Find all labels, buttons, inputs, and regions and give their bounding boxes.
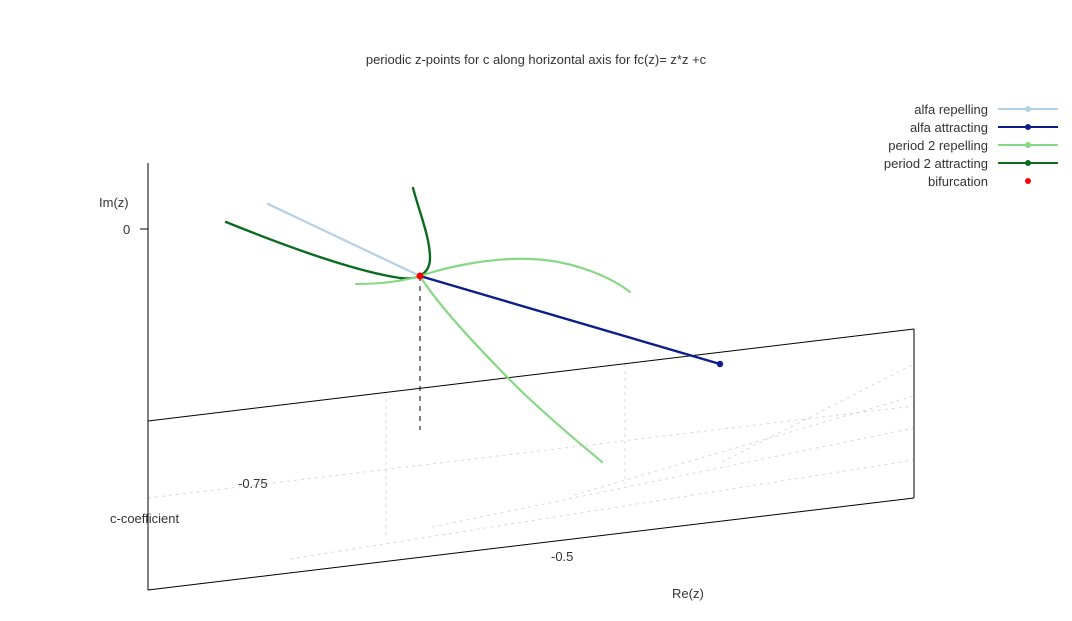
tick-label-im: 0 — [123, 222, 130, 237]
axis-label-re: Re(z) — [672, 586, 704, 601]
tick-label-re: -0.5 — [551, 549, 573, 564]
axis-label-c: c-coefficient — [110, 511, 179, 526]
plot-3d — [0, 0, 1072, 621]
tick-label-c: -0.75 — [238, 476, 268, 491]
axis-label-im: Im(z) — [99, 195, 129, 210]
